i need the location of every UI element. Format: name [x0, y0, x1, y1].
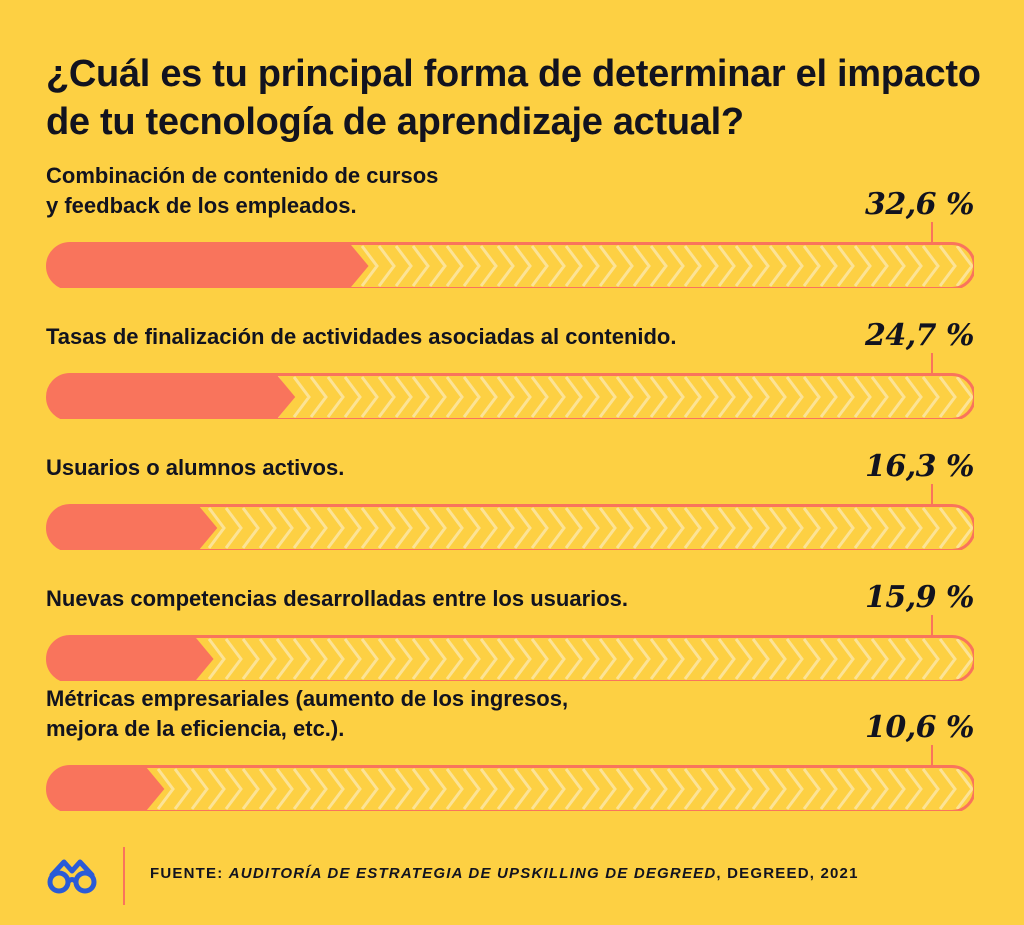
category-label-line: Tasas de finalización de actividades aso… [46, 324, 677, 349]
bar-fill [47, 766, 165, 811]
value-tick [931, 222, 933, 242]
category-label-line: Nuevas competencias desarrolladas entre … [46, 586, 629, 611]
bar-outline [46, 373, 974, 419]
category-label-line: Métricas empresariales (aumento de los i… [46, 686, 569, 711]
bar-fill [47, 636, 214, 681]
bar-fill [47, 505, 218, 550]
source-title: AUDITORÍA DE ESTRATEGIA DE UPSKILLING DE… [228, 865, 717, 882]
bar-track [46, 242, 974, 288]
category-label: Nuevas competencias desarrolladas entre … [46, 584, 806, 614]
category-label-line: mejora de la eficiencia, etc.). [46, 716, 345, 741]
bar-outline [46, 504, 974, 550]
bar-outline [46, 765, 974, 811]
value-tick [931, 615, 933, 635]
category-label: Combinación de contenido de cursos y feed… [46, 161, 806, 221]
value-label: 32,6 % [864, 187, 975, 222]
category-label: Usuarios o alumnos activos. [46, 453, 806, 483]
category-label-line: Combinación de contenido de cursos [46, 163, 439, 188]
track-chevrons [54, 768, 974, 810]
source-citation: FUENTE: AUDITORÍA DE ESTRATEGIA DE UPSKI… [150, 865, 859, 882]
bar-outline [46, 242, 974, 288]
value-label: 10,6 % [864, 710, 975, 745]
value-label: 15,9 % [864, 580, 975, 615]
category-label-line: y feedback de los empleados. [46, 193, 357, 218]
category-label: Tasas de finalización de actividades aso… [46, 322, 806, 352]
bar-outline [46, 635, 974, 681]
bar-track [46, 504, 974, 550]
category-label: Métricas empresariales (aumento de los i… [46, 684, 806, 744]
value-label: 16,3 % [864, 449, 975, 484]
source-suffix: , DEGREED, 2021 [716, 865, 859, 882]
source-prefix: FUENTE: [150, 865, 229, 882]
footer-divider [123, 847, 125, 905]
value-tick [931, 484, 933, 504]
bar-track [46, 765, 974, 811]
value-tick [931, 353, 933, 373]
value-tick [931, 745, 933, 765]
bar-fill [47, 243, 369, 288]
value-label: 24,7 % [864, 318, 975, 353]
degreed-glasses-icon [47, 859, 97, 894]
bar-fill [47, 374, 296, 419]
chart-title: ¿Cuál es tu principal forma de determina… [46, 53, 981, 143]
category-label-line: Usuarios o alumnos activos. [46, 455, 345, 480]
bar-track [46, 635, 974, 681]
bar-track [46, 373, 974, 419]
